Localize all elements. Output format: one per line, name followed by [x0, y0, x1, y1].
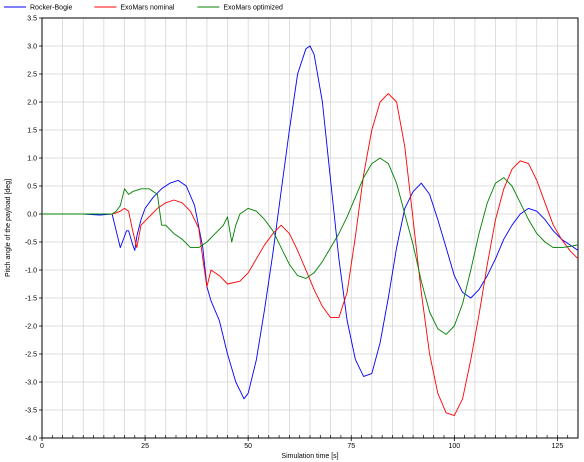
series-lines [42, 45, 579, 417]
y-tick-label: 2.0 [27, 100, 37, 107]
x-axis-title: Simulation time [s] [281, 453, 338, 460]
y-axis-title: Pitch angle of the payload [deg] [5, 179, 12, 277]
y-tick-label: 2.5 [27, 72, 37, 79]
x-tick-label: 50 [244, 443, 252, 450]
axis-ticks: 0 25 50 75 100 125 3.5 3.0 2.5 2.0 1.5 1.0 0.5 0.0 -0.… [25, 16, 579, 450]
y-tick-label: 0.0 [27, 212, 37, 219]
legend-label: Rocker-Bogie [30, 5, 73, 12]
y-tick-label: -3.5 [25, 408, 37, 415]
legend-label: ExoMars nominal [120, 5, 175, 12]
y-tick-label: -2.5 [25, 352, 37, 359]
series-line-exomars-optimized [42, 157, 579, 335]
x-tick-label: 0 [40, 443, 44, 450]
y-tick-label: -2.0 [25, 324, 37, 331]
y-tick-label: 1.5 [27, 128, 37, 135]
x-tick-label: 100 [448, 443, 460, 450]
y-tick-label: -3.0 [25, 380, 37, 387]
y-tick-label: -4.0 [25, 436, 37, 443]
y-tick-label: 3.5 [27, 16, 37, 23]
grid [42, 18, 578, 438]
legend-label: ExoMars optimized [223, 5, 283, 12]
x-tick-label: 25 [141, 443, 149, 450]
legend: Rocker-Bogie ExoMars nominal ExoMars optim… [4, 5, 283, 12]
y-tick-label: -1.5 [25, 296, 37, 303]
y-tick-label: 1.0 [27, 156, 37, 163]
y-tick-label: 3.0 [27, 44, 37, 51]
y-tick-label: -1.0 [25, 268, 37, 275]
x-tick-label: 75 [347, 443, 355, 450]
y-tick-label: 0.5 [27, 184, 37, 191]
y-tick-label: -0.5 [25, 240, 37, 247]
x-tick-label: 125 [552, 443, 564, 450]
series-line-exomars-nominal [42, 93, 579, 417]
